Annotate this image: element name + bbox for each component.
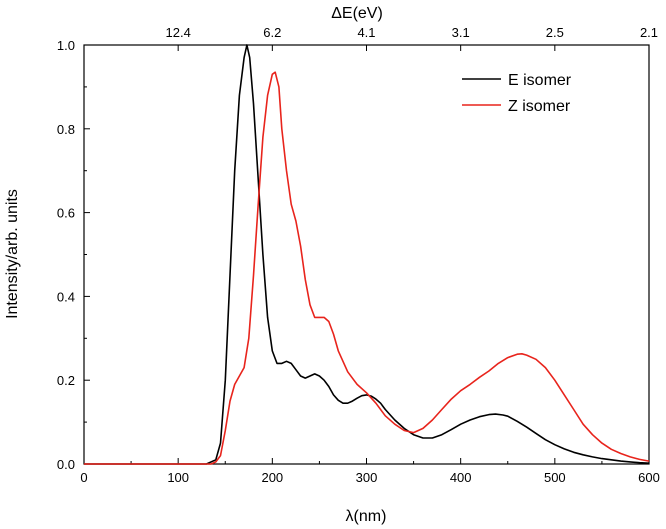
top-tick-label: 6.2 [263,25,281,40]
x-tick-label: 100 [167,470,189,485]
x-tick-label: 0 [80,470,87,485]
x-axis-title: λ(nm) [346,508,387,525]
y-tick-label: 0.2 [57,373,75,388]
y-tick-label: 0.0 [57,457,75,472]
x-tick-label: 600 [638,470,660,485]
x-tick-label: 400 [450,470,472,485]
top-tick-label: 4.1 [357,25,375,40]
y-tick-label: 0.4 [57,289,75,304]
y-axis-title: Intensity/arb. units [4,189,21,319]
legend-label: Z isomer [508,98,571,115]
top-tick-label: 2.5 [546,25,564,40]
x-tick-label: 300 [356,470,378,485]
top-tick-label: 12.4 [166,25,191,40]
top-axis-title: ΔE(eV) [331,5,383,22]
y-tick-label: 0.8 [57,122,75,137]
legend-label: E isomer [508,72,572,89]
series-line-z-isomer [84,71,650,465]
top-tick-label: 2.1 [640,25,658,40]
series-line-e-isomer [84,44,650,465]
top-tick-label: 3.1 [452,25,470,40]
x-tick-label: 200 [261,470,283,485]
y-tick-label: 0.6 [57,206,75,221]
x-tick-label: 500 [544,470,566,485]
y-tick-label: 1.0 [57,38,75,53]
